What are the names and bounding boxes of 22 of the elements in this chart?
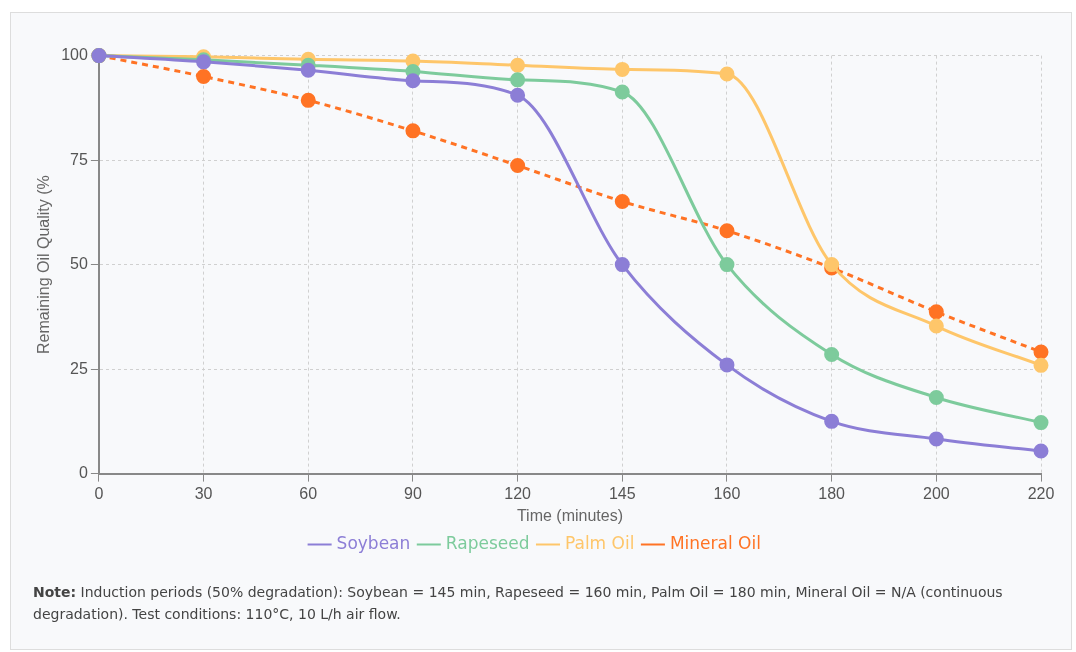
x-tick-label: 90 xyxy=(404,484,422,502)
x-tick-label: 160 xyxy=(713,484,741,502)
x-tick-label: 30 xyxy=(194,484,213,502)
x-tick-label: 200 xyxy=(922,484,950,502)
x-tick-label: 120 xyxy=(504,484,532,502)
text: Note: Induction periods (50% degradation): Soybean = 145 min, Rapeseed = 160 min, Palm Oil = 180 min, Mineral Oil = N/A (continuous degradation). Test conditions: 110°C, 10 L/h air flow. xyxy=(33,583,1004,624)
x-tick-label: 0 xyxy=(94,484,104,502)
x-tick-label: 145 xyxy=(608,484,636,502)
y-tick-label: 100 xyxy=(61,46,88,64)
x-tick-label: 60 xyxy=(299,484,318,502)
y-tick-label: 50 xyxy=(70,255,88,273)
y-tick-label: 25 xyxy=(70,359,88,377)
legend-label: Mineral Oil xyxy=(669,532,761,553)
x-tick-label: 180 xyxy=(818,484,846,502)
y-tick-label: 75 xyxy=(70,150,88,168)
x-tick-label: 220 xyxy=(1027,484,1055,502)
x-axis-title: Time (minutes) xyxy=(516,506,623,524)
legend-label: Soybean xyxy=(336,532,411,553)
legend-label: Rapeseed xyxy=(445,532,530,553)
y-axis-title: Remaining Oil Quality (% xyxy=(35,175,53,354)
legend-label: Palm Oil xyxy=(564,532,635,553)
y-tick-label: 0 xyxy=(78,464,88,482)
